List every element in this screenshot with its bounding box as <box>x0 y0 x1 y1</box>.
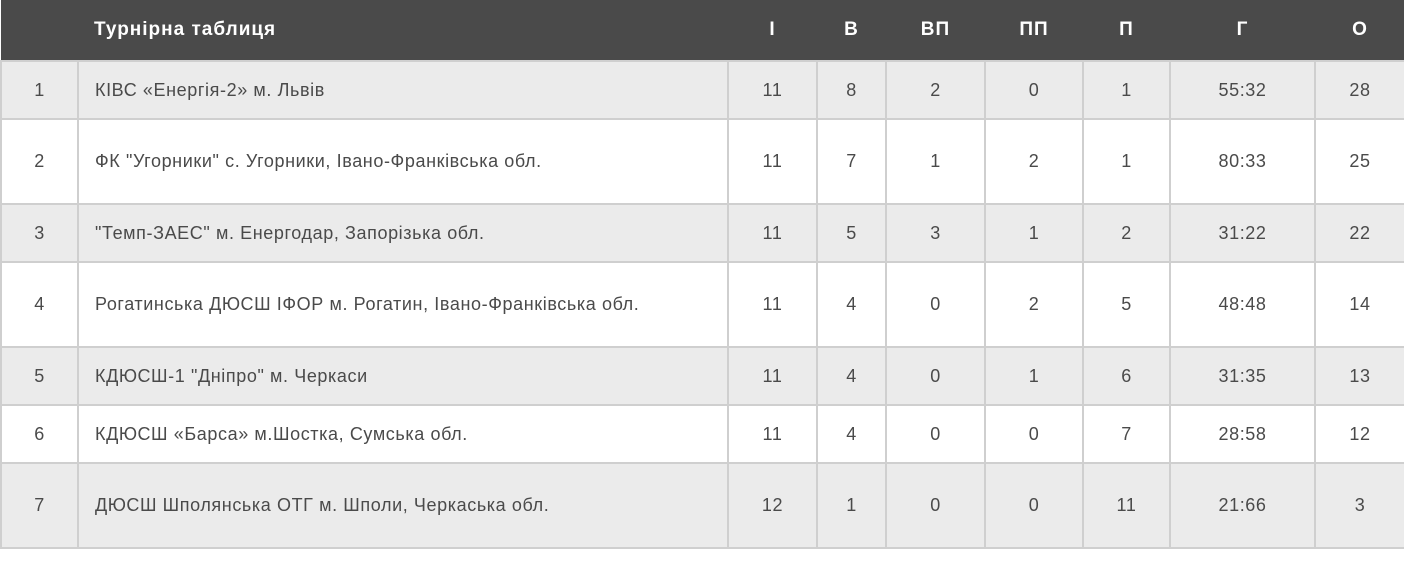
goals-cell: 28:58 <box>1169 404 1316 464</box>
header-losses: П <box>1083 0 1170 61</box>
header-ot-wins: ВП <box>886 0 985 61</box>
games-cell: 11 <box>727 60 818 120</box>
table-row: 4 Рогатинська ДЮСШ ІФОР м. Рогатин, Івано… <box>0 261 1404 348</box>
ot-wins-cell: 0 <box>885 404 986 464</box>
position-cell: 3 <box>0 203 79 263</box>
games-cell: 12 <box>727 462 818 549</box>
header-games: І <box>728 0 817 61</box>
games-cell: 11 <box>727 118 818 205</box>
ot-wins-cell: 0 <box>885 346 986 406</box>
table-row: 1 КІВС «Енергія-2» м. Львів 11 8 2 0 1 55:32 28 <box>0 60 1404 120</box>
points-cell: 22 <box>1314 203 1404 263</box>
goals-cell: 21:66 <box>1169 462 1316 549</box>
goals-cell: 48:48 <box>1169 261 1316 348</box>
ot-losses-cell: 1 <box>984 203 1084 263</box>
losses-cell: 7 <box>1082 404 1171 464</box>
points-cell: 12 <box>1314 404 1404 464</box>
losses-cell: 11 <box>1082 462 1171 549</box>
ot-wins-cell: 0 <box>885 462 986 549</box>
games-cell: 11 <box>727 346 818 406</box>
ot-wins-cell: 0 <box>885 261 986 348</box>
team-cell: "Темп-ЗАЕС" м. Енергодар, Запорізька обл… <box>77 203 729 263</box>
goals-cell: 31:35 <box>1169 346 1316 406</box>
wins-cell: 5 <box>816 203 887 263</box>
losses-cell: 6 <box>1082 346 1171 406</box>
header-ot-losses: ПП <box>985 0 1083 61</box>
table-row: 2 ФК "Угорники" с. Угорники, Івано-Франкі… <box>0 118 1404 205</box>
goals-cell: 31:22 <box>1169 203 1316 263</box>
losses-cell: 1 <box>1082 118 1171 205</box>
ot-losses-cell: 2 <box>984 261 1084 348</box>
ot-wins-cell: 2 <box>885 60 986 120</box>
team-cell: ФК "Угорники" с. Угорники, Івано-Франків… <box>77 118 729 205</box>
losses-cell: 2 <box>1082 203 1171 263</box>
team-cell: КДЮСШ-1 "Дніпро" м. Черкаси <box>77 346 729 406</box>
header-points: О <box>1315 0 1404 61</box>
standings-table: Турнірна таблиця І В ВП ПП П Г О 1 КІВС «… <box>0 0 1404 549</box>
points-cell: 25 <box>1314 118 1404 205</box>
ot-losses-cell: 0 <box>984 462 1084 549</box>
position-cell: 7 <box>0 462 79 549</box>
table-header: Турнірна таблиця І В ВП ПП П Г О <box>1 0 1404 61</box>
table-row: 7 ДЮСШ Шполянська ОТГ м. Шполи, Черкаська… <box>0 462 1404 549</box>
losses-cell: 1 <box>1082 60 1171 120</box>
table-row: 5 КДЮСШ-1 "Дніпро" м. Черкаси 11 4 0 1 6 31:35 1… <box>0 346 1404 406</box>
wins-cell: 4 <box>816 404 887 464</box>
position-cell: 6 <box>0 404 79 464</box>
ot-wins-cell: 3 <box>885 203 986 263</box>
ot-losses-cell: 1 <box>984 346 1084 406</box>
wins-cell: 4 <box>816 261 887 348</box>
ot-losses-cell: 2 <box>984 118 1084 205</box>
points-cell: 3 <box>1314 462 1404 549</box>
goals-cell: 80:33 <box>1169 118 1316 205</box>
position-cell: 1 <box>0 60 79 120</box>
table-row: 3 "Темп-ЗАЕС" м. Енергодар, Запорізька об… <box>0 203 1404 263</box>
team-cell: КІВС «Енергія-2» м. Львів <box>77 60 729 120</box>
ot-losses-cell: 0 <box>984 60 1084 120</box>
position-cell: 2 <box>0 118 79 205</box>
team-cell: Рогатинська ДЮСШ ІФОР м. Рогатин, Івано-… <box>77 261 729 348</box>
wins-cell: 4 <box>816 346 887 406</box>
points-cell: 14 <box>1314 261 1404 348</box>
games-cell: 11 <box>727 404 818 464</box>
team-cell: КДЮСШ «Барса» м.Шостка, Сумська обл. <box>77 404 729 464</box>
goals-cell: 55:32 <box>1169 60 1316 120</box>
ot-losses-cell: 0 <box>984 404 1084 464</box>
points-cell: 28 <box>1314 60 1404 120</box>
games-cell: 11 <box>727 203 818 263</box>
table-row: 6 КДЮСШ «Барса» м.Шостка, Сумська обл. 11 4… <box>0 404 1404 464</box>
points-cell: 13 <box>1314 346 1404 406</box>
wins-cell: 1 <box>816 462 887 549</box>
table-title: Турнірна таблиця <box>78 0 728 61</box>
wins-cell: 8 <box>816 60 887 120</box>
header-position <box>1 0 78 61</box>
position-cell: 4 <box>0 261 79 348</box>
games-cell: 11 <box>727 261 818 348</box>
ot-wins-cell: 1 <box>885 118 986 205</box>
losses-cell: 5 <box>1082 261 1171 348</box>
position-cell: 5 <box>0 346 79 406</box>
header-goals: Г <box>1170 0 1315 61</box>
team-cell: ДЮСШ Шполянська ОТГ м. Шполи, Черкаська … <box>77 462 729 549</box>
header-wins: В <box>817 0 886 61</box>
wins-cell: 7 <box>816 118 887 205</box>
